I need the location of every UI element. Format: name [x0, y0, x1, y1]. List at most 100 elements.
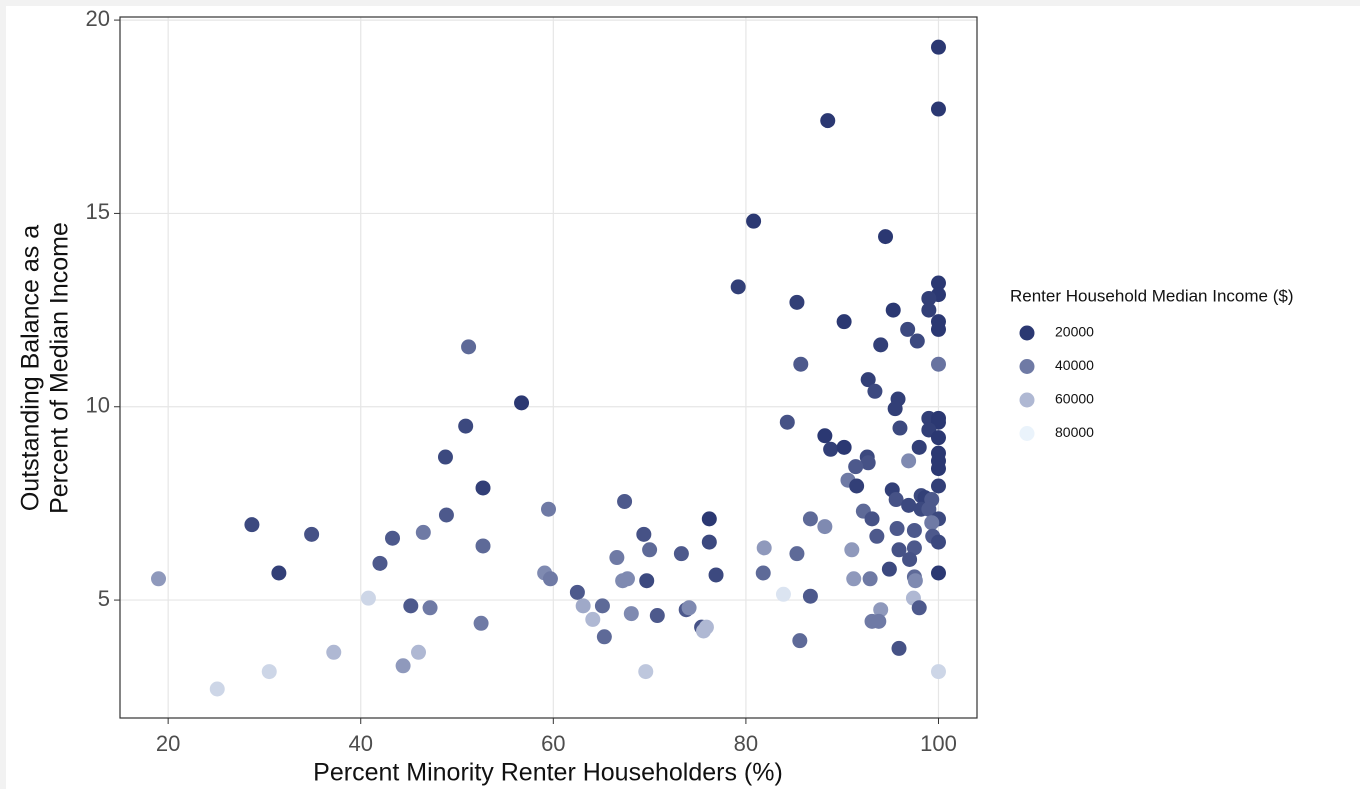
- point: [930, 275, 946, 291]
- point: [849, 478, 865, 494]
- x-tick-label: 100: [920, 731, 957, 756]
- point: [930, 664, 946, 680]
- point: [575, 598, 591, 614]
- point: [775, 586, 791, 602]
- point: [779, 414, 795, 430]
- point: [902, 551, 918, 567]
- point: [422, 600, 438, 616]
- point: [911, 600, 927, 616]
- point: [789, 294, 805, 310]
- point: [873, 337, 889, 353]
- point: [889, 521, 905, 537]
- point: [930, 461, 946, 477]
- point: [461, 339, 477, 355]
- point: [836, 439, 852, 455]
- point: [891, 640, 907, 656]
- point: [907, 573, 923, 589]
- legend-label: 60000: [1055, 391, 1094, 407]
- point: [617, 493, 633, 509]
- point: [930, 565, 946, 581]
- point: [930, 321, 946, 337]
- point: [930, 534, 946, 550]
- point: [909, 333, 925, 349]
- point: [792, 633, 808, 649]
- point: [681, 600, 697, 616]
- point: [860, 372, 876, 388]
- point: [869, 528, 885, 544]
- point: [403, 598, 419, 614]
- x-tick-label: 60: [541, 731, 565, 756]
- point: [873, 602, 889, 618]
- legend-key: [1019, 392, 1035, 408]
- point: [372, 555, 388, 571]
- point: [881, 561, 897, 577]
- point: [793, 356, 809, 372]
- point: [911, 439, 927, 455]
- point: [304, 526, 320, 542]
- point: [900, 321, 916, 337]
- point: [395, 658, 411, 674]
- point: [906, 540, 922, 556]
- point: [844, 542, 860, 558]
- legend-key: [1019, 359, 1035, 374]
- point: [746, 213, 762, 229]
- point: [823, 441, 839, 457]
- point: [888, 492, 904, 508]
- point: [636, 526, 652, 542]
- chart-background: [6, 6, 1360, 789]
- point: [862, 571, 878, 587]
- point: [385, 530, 401, 546]
- point: [730, 279, 746, 295]
- point: [642, 542, 658, 558]
- point: [930, 478, 946, 494]
- point: [864, 511, 880, 527]
- point: [755, 565, 771, 581]
- point: [820, 113, 836, 129]
- legend-key: [1019, 325, 1035, 341]
- point: [360, 590, 376, 606]
- point: [271, 565, 287, 581]
- point: [836, 314, 852, 330]
- point: [619, 571, 635, 587]
- point: [921, 302, 937, 318]
- point: [846, 571, 862, 587]
- x-tick-label: 80: [734, 731, 758, 756]
- point: [585, 611, 601, 627]
- point: [901, 497, 917, 513]
- x-axis-title: Percent Minority Renter Householders (%): [313, 759, 783, 787]
- point: [244, 517, 260, 533]
- legend: 20000 40000 60000 80000: [1019, 324, 1094, 441]
- point: [887, 401, 903, 417]
- point: [930, 101, 946, 117]
- point: [860, 455, 876, 471]
- point: [569, 584, 585, 600]
- y-tick-label: 20: [86, 6, 110, 31]
- legend-label: 80000: [1055, 424, 1094, 440]
- legend-label: 40000: [1055, 357, 1094, 373]
- legend-label: 20000: [1055, 324, 1094, 340]
- point: [789, 546, 805, 562]
- point: [930, 39, 946, 55]
- point: [673, 546, 689, 562]
- point: [151, 571, 167, 587]
- point: [878, 229, 894, 245]
- point: [867, 383, 883, 399]
- point: [708, 567, 724, 583]
- point: [924, 515, 940, 531]
- point: [701, 511, 717, 527]
- y-tick-label: 15: [86, 199, 110, 224]
- point: [261, 664, 277, 680]
- point: [437, 449, 453, 465]
- legend-key: [1019, 426, 1035, 441]
- point: [892, 420, 908, 436]
- point: [930, 356, 946, 372]
- point: [802, 511, 818, 527]
- point: [458, 418, 474, 434]
- point: [594, 598, 610, 614]
- point: [326, 644, 342, 660]
- point: [609, 550, 625, 566]
- x-tick-label: 20: [156, 731, 180, 756]
- point: [696, 623, 712, 639]
- point: [817, 428, 833, 444]
